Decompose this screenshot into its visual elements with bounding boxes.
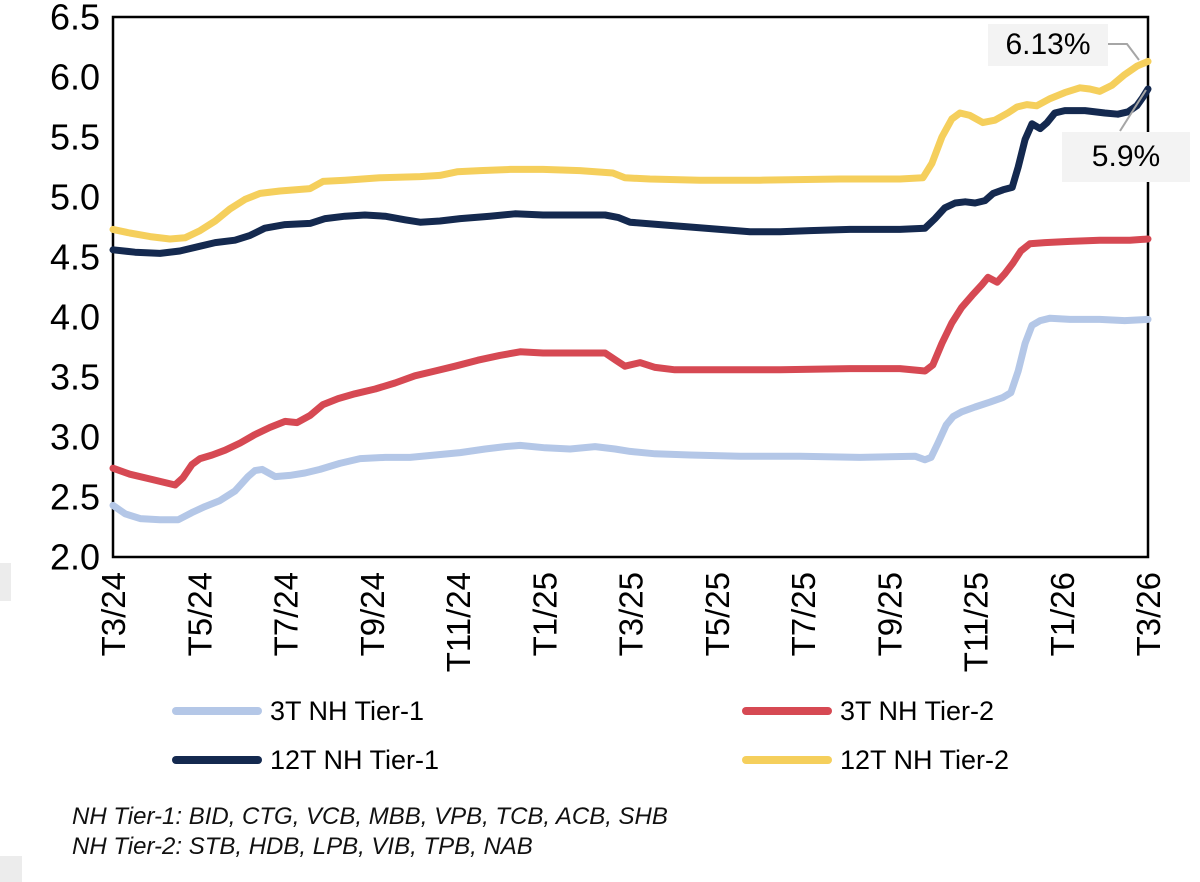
x-axis-tick-label: T9/25 bbox=[871, 572, 908, 656]
x-axis-tick-label: T3/26 bbox=[1130, 572, 1167, 656]
legend-item-3t-tier2: 3T NH Tier-2 bbox=[742, 695, 995, 726]
annotation-12t-tier2-endpoint: 6.13% bbox=[988, 24, 1108, 66]
x-axis-tick-label: T11/25 bbox=[958, 572, 995, 672]
footnote-tier1-list: NH Tier-1: BID, CTG, VCB, MBB, VPB, TCB,… bbox=[72, 803, 668, 830]
legend-item-3t-tier1: 3T NH Tier-1 bbox=[172, 695, 425, 726]
annotation-value: 5.9% bbox=[1091, 140, 1161, 173]
legend-item-12t-tier2: 12T NH Tier-2 bbox=[742, 744, 1010, 775]
x-axis-tick-label: T9/24 bbox=[354, 572, 391, 656]
page-edge-artifact bbox=[0, 563, 11, 601]
annotation-leader-12t-tier1 bbox=[1119, 89, 1147, 132]
y-axis-tick-label: 2.0 bbox=[50, 537, 100, 578]
y-axis-tick-label: 3.0 bbox=[50, 417, 100, 458]
annotation-12t-tier1-endpoint: 5.9% bbox=[1062, 132, 1190, 182]
x-axis-tick-label: T5/24 bbox=[181, 572, 218, 656]
legend-swatch-icon bbox=[742, 707, 832, 715]
chart-footnote: NH Tier-1: BID, CTG, VCB, MBB, VPB, TCB,… bbox=[72, 802, 668, 862]
y-axis-tick-label: 2.5 bbox=[50, 477, 100, 518]
y-axis-tick-label: 5.5 bbox=[50, 117, 100, 158]
plot-border bbox=[111, 15, 1150, 559]
series-line-3t-nh-tier-1 bbox=[109, 314, 1152, 524]
legend-label: 12T NH Tier-2 bbox=[840, 744, 1010, 775]
x-axis-tick-label: T3/24 bbox=[95, 572, 132, 656]
x-axis-tick-label: T7/24 bbox=[268, 572, 305, 656]
annotation-value: 6.13% bbox=[1005, 28, 1091, 61]
annotation-leader-12t-tier2 bbox=[1108, 43, 1140, 61]
series-line-12t-nh-tier-2 bbox=[109, 57, 1152, 243]
y-axis-tick-label: 6.5 bbox=[50, 0, 100, 38]
x-axis-tick-label: T5/25 bbox=[699, 572, 736, 656]
series-line-12t-nh-tier-1 bbox=[109, 85, 1152, 257]
x-axis-tick-label: T1/26 bbox=[1044, 572, 1081, 656]
legend-label: 3T NH Tier-1 bbox=[270, 695, 425, 726]
series-line-3t-nh-tier-2 bbox=[109, 235, 1152, 489]
footnote-tier2-list: NH Tier-2: STB, HDB, LPB, VIB, TPB, NAB bbox=[72, 833, 533, 860]
legend-label: 12T NH Tier-1 bbox=[270, 744, 440, 775]
x-axis-tick-label: T11/24 bbox=[440, 572, 477, 672]
legend-swatch-icon bbox=[172, 707, 262, 715]
y-axis-tick-label: 4.0 bbox=[50, 297, 100, 338]
y-axis-tick-label: 3.5 bbox=[50, 357, 100, 398]
legend-swatch-icon bbox=[742, 756, 832, 764]
x-axis-tick-label: T3/25 bbox=[613, 572, 650, 656]
x-axis-tick-label: T1/25 bbox=[526, 572, 563, 656]
x-axis-tick-label: T7/25 bbox=[785, 572, 822, 656]
y-axis-tick-label: 5.0 bbox=[50, 177, 100, 218]
y-axis-tick-label: 4.5 bbox=[50, 237, 100, 278]
page-edge-artifact bbox=[0, 856, 22, 882]
legend-item-12t-tier1: 12T NH Tier-1 bbox=[172, 744, 440, 775]
legend-swatch-icon bbox=[172, 756, 262, 764]
y-axis-tick-label: 6.0 bbox=[50, 57, 100, 98]
legend-label: 3T NH Tier-2 bbox=[840, 695, 995, 726]
